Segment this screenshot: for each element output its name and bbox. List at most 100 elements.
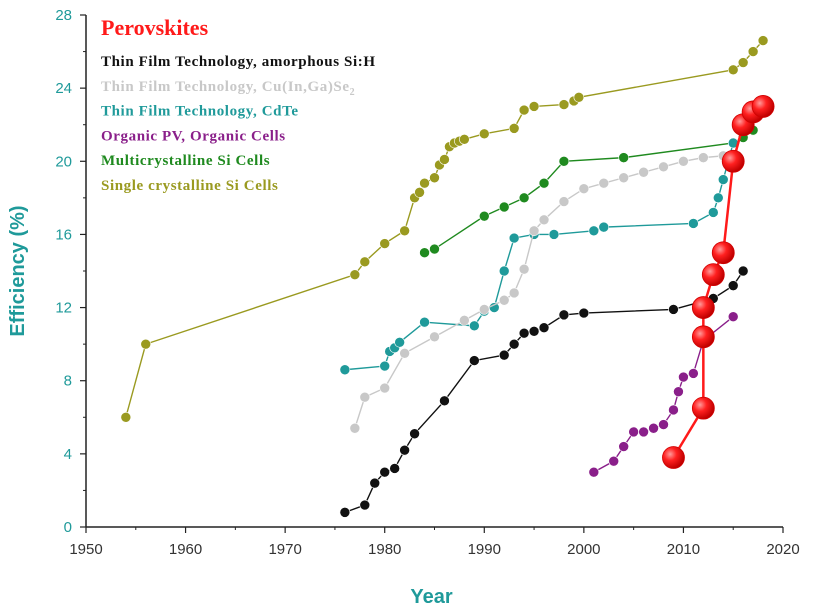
data-point xyxy=(707,207,719,218)
data-point xyxy=(678,371,689,383)
data-point xyxy=(717,174,729,185)
data-point xyxy=(429,243,440,255)
legend-entry: Organic PV, Organic Cells xyxy=(101,128,286,144)
y-tick-label: 4 xyxy=(64,446,72,463)
legend-entry: Thin Film Technology, CdTe xyxy=(101,104,299,120)
series-line xyxy=(424,129,754,254)
data-point xyxy=(618,441,629,452)
data-point xyxy=(439,154,450,165)
x-tick-label: 2010 xyxy=(667,541,700,558)
data-point xyxy=(399,225,410,237)
x-tick-label: 1950 xyxy=(69,541,102,558)
data-point xyxy=(339,507,351,518)
x-tick-label: 1960 xyxy=(169,541,202,558)
data-point xyxy=(508,123,520,134)
legend: Perovskites Thin Film Technology, amorpho… xyxy=(101,15,375,194)
data-point xyxy=(419,247,430,259)
series-layer xyxy=(120,35,775,518)
series-perovskites xyxy=(662,95,775,469)
data-point xyxy=(737,57,749,68)
data-point xyxy=(578,307,590,319)
data-point xyxy=(379,360,391,372)
data-point xyxy=(558,155,570,167)
data-point xyxy=(662,446,685,469)
data-point xyxy=(618,152,629,163)
y-axis-title: Efficiency (%) xyxy=(7,205,29,336)
data-point xyxy=(459,315,470,326)
legend-entry-title: Perovskites xyxy=(101,15,209,40)
data-point xyxy=(608,455,620,467)
data-point xyxy=(379,382,391,394)
data-point xyxy=(628,426,639,438)
data-point xyxy=(518,192,530,204)
data-point xyxy=(727,64,739,76)
data-point xyxy=(414,187,425,198)
data-point xyxy=(698,152,709,163)
series-thin-film-technology-amorphous-si-h xyxy=(339,265,749,518)
x-tick-label: 1990 xyxy=(468,541,501,558)
series-line xyxy=(344,142,734,371)
legend-entry: Thin Film Technology, Cu(In,Ga)Se2 xyxy=(101,79,355,98)
data-point xyxy=(389,463,400,474)
y-tick-label: 28 xyxy=(55,7,72,24)
data-point xyxy=(394,337,405,348)
data-point xyxy=(498,265,510,277)
y-tick-label: 16 xyxy=(55,226,72,243)
data-point xyxy=(558,309,570,321)
data-point xyxy=(409,428,420,440)
data-point xyxy=(678,155,689,167)
data-point xyxy=(399,347,410,359)
data-point xyxy=(508,287,520,299)
data-point xyxy=(120,411,132,423)
data-point xyxy=(508,232,520,244)
x-tick-label: 2020 xyxy=(766,541,799,558)
data-point xyxy=(140,338,152,350)
data-point xyxy=(439,395,450,407)
data-point xyxy=(528,101,540,112)
data-point xyxy=(727,280,739,291)
legend-entry: Multicrystalline Si Cells xyxy=(101,153,270,169)
data-point xyxy=(648,422,659,434)
axes: 1950 1960 1970 1980 1990 2000 2010 2020 0 4 8 12 16 2… xyxy=(7,7,800,608)
data-point xyxy=(518,263,530,275)
data-point xyxy=(588,225,600,237)
data-point xyxy=(638,426,649,438)
series-thin-film-technology-cu-in-ga-se2 xyxy=(349,150,729,434)
data-point xyxy=(349,269,361,280)
x-tick-label: 2000 xyxy=(567,541,600,558)
data-point xyxy=(701,263,725,287)
data-point xyxy=(751,95,775,118)
data-point xyxy=(359,391,371,403)
data-point xyxy=(518,104,530,116)
y-tick-label: 8 xyxy=(64,373,72,390)
x-tick-label: 1970 xyxy=(268,541,301,558)
data-point xyxy=(469,320,480,332)
data-point xyxy=(573,91,585,103)
data-point xyxy=(498,201,510,213)
data-point xyxy=(538,322,550,333)
data-point xyxy=(429,331,440,343)
data-point xyxy=(538,214,550,226)
data-point xyxy=(369,477,381,489)
data-point xyxy=(419,177,430,189)
y-tick-label: 12 xyxy=(55,300,72,317)
data-point xyxy=(558,99,570,110)
data-point xyxy=(538,177,550,189)
y-tick-label: 24 xyxy=(55,80,72,97)
data-point xyxy=(379,466,391,478)
data-point xyxy=(618,172,629,184)
data-point xyxy=(711,241,735,265)
data-point xyxy=(359,256,371,268)
data-point xyxy=(349,422,361,434)
data-point xyxy=(691,296,715,319)
data-point xyxy=(712,192,724,204)
data-point xyxy=(721,149,745,173)
data-point xyxy=(638,166,649,178)
data-point xyxy=(688,368,699,379)
data-point xyxy=(399,444,410,456)
data-point xyxy=(598,177,610,189)
series-single-crystalline-si-cells xyxy=(120,35,769,423)
y-tick-label: 0 xyxy=(64,519,72,536)
data-point xyxy=(528,326,540,337)
